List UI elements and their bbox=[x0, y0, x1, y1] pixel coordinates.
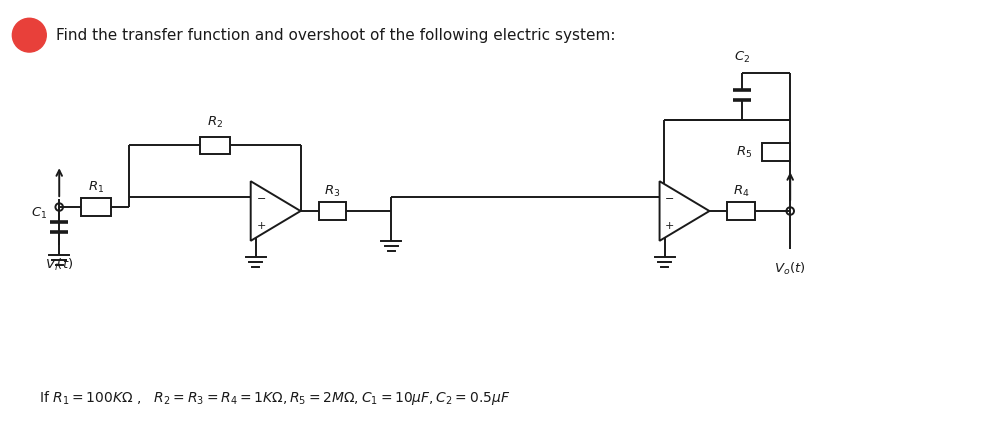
Text: $R_1$: $R_1$ bbox=[88, 180, 105, 195]
Text: $V_o(t)$: $V_o(t)$ bbox=[775, 261, 806, 277]
Text: If $R_1 = 100K\Omega$ ,   $R_2 = R_3 = R_4 = 1K\Omega, R_5 = 2M\Omega, C_1 = 10\: If $R_1 = 100K\Omega$ , $R_2 = R_3 = R_4… bbox=[39, 389, 511, 407]
Polygon shape bbox=[659, 181, 710, 241]
Bar bbox=[319, 202, 347, 220]
Text: $R_2$: $R_2$ bbox=[207, 115, 223, 130]
Circle shape bbox=[12, 18, 46, 52]
Text: $C_2$: $C_2$ bbox=[734, 50, 750, 65]
Text: Find the transfer function and overshoot of the following electric system:: Find the transfer function and overshoot… bbox=[56, 27, 616, 42]
Polygon shape bbox=[250, 181, 300, 241]
Text: $V_i(t)$: $V_i(t)$ bbox=[45, 257, 73, 273]
Text: $+$: $+$ bbox=[664, 220, 674, 231]
Bar bbox=[762, 143, 790, 161]
Bar bbox=[728, 202, 756, 220]
Bar bbox=[200, 136, 230, 154]
Text: $R_5$: $R_5$ bbox=[736, 145, 753, 160]
Text: $+$: $+$ bbox=[255, 220, 265, 231]
Text: $R_4$: $R_4$ bbox=[733, 184, 750, 199]
Text: $C_1$: $C_1$ bbox=[31, 205, 47, 221]
Text: $R_3$: $R_3$ bbox=[325, 184, 341, 199]
Text: $-$: $-$ bbox=[664, 192, 674, 202]
Bar bbox=[81, 198, 112, 216]
Text: $-$: $-$ bbox=[255, 192, 265, 202]
